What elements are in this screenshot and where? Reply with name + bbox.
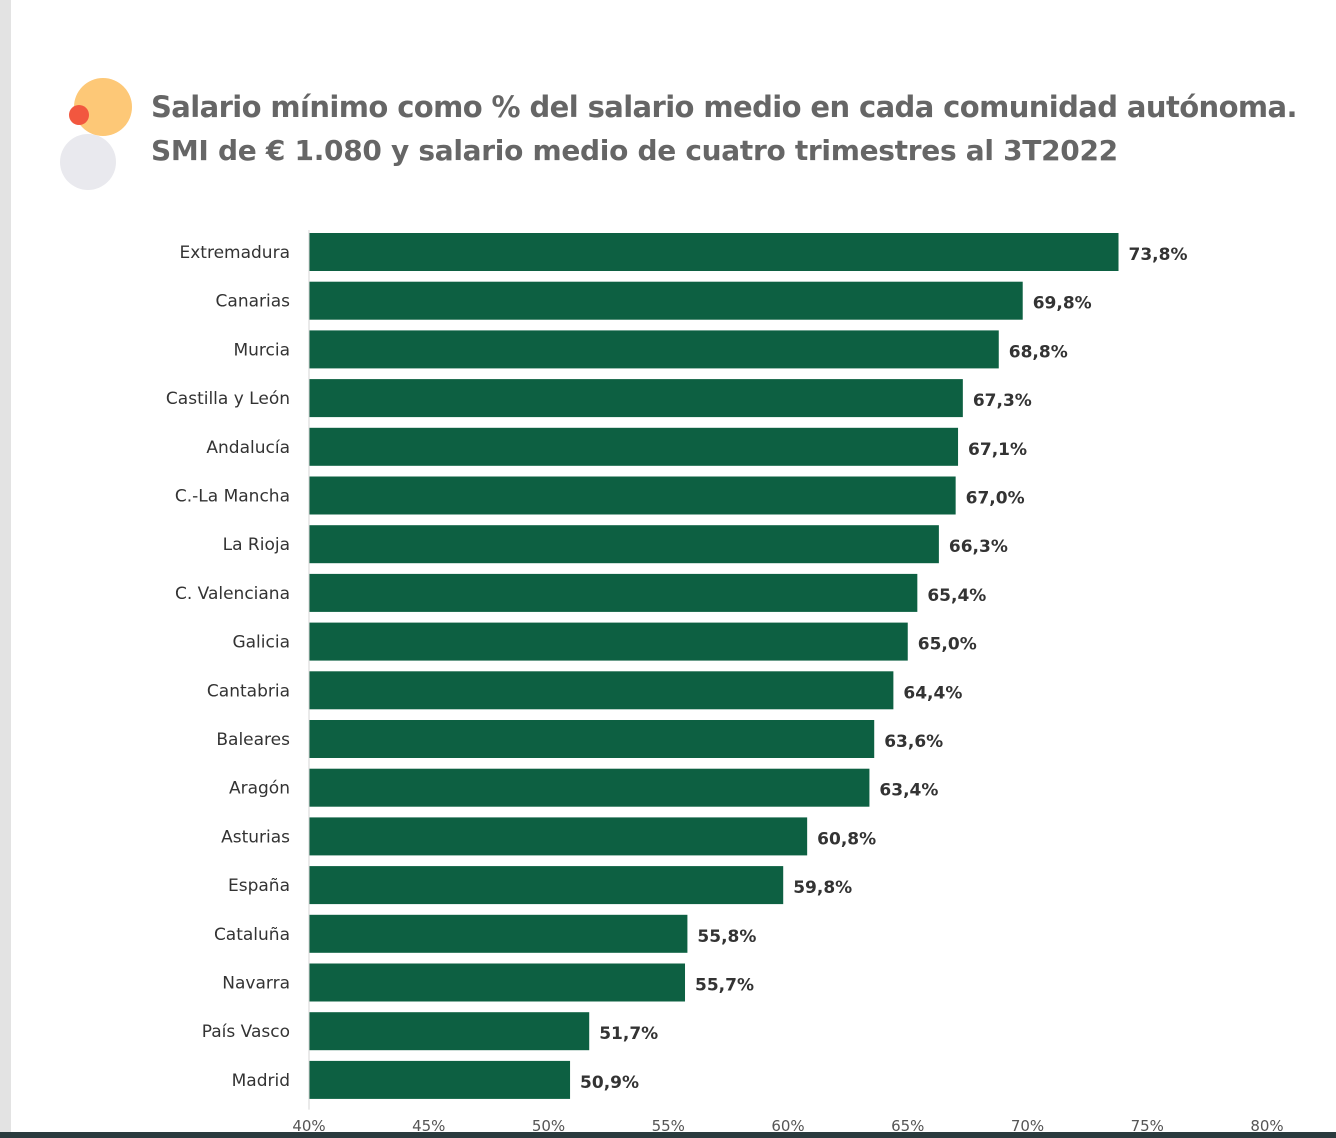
value-label-c-valenciana: 65,4% xyxy=(927,586,986,606)
value-label-castilla-y-leon: 67,3% xyxy=(973,391,1032,411)
value-label-madrid: 50,9% xyxy=(580,1073,639,1093)
category-label-espana: España xyxy=(228,876,290,896)
bar-la-rioja xyxy=(309,525,939,564)
x-tick-label-65: 65% xyxy=(891,1117,924,1135)
category-label-cataluna: Cataluña xyxy=(214,925,290,945)
bar-canarias xyxy=(309,281,1023,320)
logo-red-dot xyxy=(69,105,89,125)
bar-extremadura xyxy=(309,233,1119,271)
bar-murcia xyxy=(309,330,999,369)
category-label-baleares: Baleares xyxy=(216,730,290,750)
category-label-la-rioja: La Rioja xyxy=(223,535,290,555)
bar-aragon xyxy=(309,768,870,807)
x-tick-label-70: 70% xyxy=(1011,1117,1044,1135)
value-label-murcia: 68,8% xyxy=(1009,342,1068,362)
category-label-murcia: Murcia xyxy=(233,340,290,360)
x-tick-label-40: 40% xyxy=(292,1117,325,1135)
category-label-canarias: Canarias xyxy=(216,292,291,312)
logo xyxy=(58,76,138,190)
category-label-navarra: Navarra xyxy=(222,974,290,994)
x-tick-label-80: 80% xyxy=(1250,1117,1283,1135)
x-tick-label-45: 45% xyxy=(412,1117,445,1135)
bar-baleares xyxy=(309,720,875,758)
x-tick-label-55: 55% xyxy=(652,1117,685,1135)
value-label-la-rioja: 66,3% xyxy=(949,537,1008,557)
value-label-c-la-mancha: 67,0% xyxy=(966,489,1025,509)
bar-pais-vasco xyxy=(309,1012,590,1051)
value-label-cantabria: 64,4% xyxy=(903,683,962,703)
category-label-castilla-y-leon: Castilla y León xyxy=(166,389,290,409)
x-tick-label-50: 50% xyxy=(532,1117,565,1135)
bar-espana xyxy=(309,866,784,905)
left-margin-strip xyxy=(0,0,11,1138)
value-label-galicia: 65,0% xyxy=(918,635,977,655)
category-label-madrid: Madrid xyxy=(232,1071,290,1091)
value-label-andalucia: 67,1% xyxy=(968,440,1027,460)
bar-navarra xyxy=(309,963,686,1002)
value-label-asturias: 60,8% xyxy=(817,829,876,849)
chart-title: Salario mínimo como % del salario medio … xyxy=(151,90,1298,124)
value-label-navarra: 55,7% xyxy=(695,976,754,996)
category-label-cantabria: Cantabria xyxy=(207,681,290,701)
bar-cataluna xyxy=(309,914,688,953)
category-label-galicia: Galicia xyxy=(232,633,290,653)
bottom-edge-strip xyxy=(0,1132,1336,1138)
category-label-c-la-mancha: C.-La Mancha xyxy=(175,487,290,507)
logo-grey-circle xyxy=(60,134,116,190)
value-label-extremadura: 73,8% xyxy=(1129,245,1188,265)
value-label-pais-vasco: 51,7% xyxy=(599,1024,658,1044)
chart-subtitle: SMI de € 1.080 y salario medio de cuatro… xyxy=(151,134,1118,167)
value-label-canarias: 69,8% xyxy=(1033,294,1092,314)
value-label-espana: 59,8% xyxy=(793,878,852,898)
bar-madrid xyxy=(309,1060,571,1099)
bar-c-la-mancha xyxy=(309,476,956,515)
value-label-cataluna: 55,8% xyxy=(697,927,756,947)
value-label-aragon: 63,4% xyxy=(879,781,938,801)
category-label-aragon: Aragón xyxy=(229,779,290,799)
category-label-asturias: Asturias xyxy=(221,827,290,847)
bar-asturias xyxy=(309,817,808,856)
category-label-pais-vasco: País Vasco xyxy=(202,1022,290,1042)
category-label-andalucia: Andalucía xyxy=(206,438,290,458)
bar-c-valenciana xyxy=(309,573,918,612)
category-label-extremadura: Extremadura xyxy=(180,243,291,263)
x-tick-label-75: 75% xyxy=(1131,1117,1164,1135)
bar-andalucia xyxy=(309,427,959,466)
x-tick-label-60: 60% xyxy=(771,1117,804,1135)
bar-galicia xyxy=(309,622,908,661)
bar-castilla-y-leon xyxy=(309,379,963,418)
bar-cantabria xyxy=(309,671,894,710)
category-label-c-valenciana: C. Valenciana xyxy=(175,584,290,604)
value-label-baleares: 63,6% xyxy=(884,732,943,752)
